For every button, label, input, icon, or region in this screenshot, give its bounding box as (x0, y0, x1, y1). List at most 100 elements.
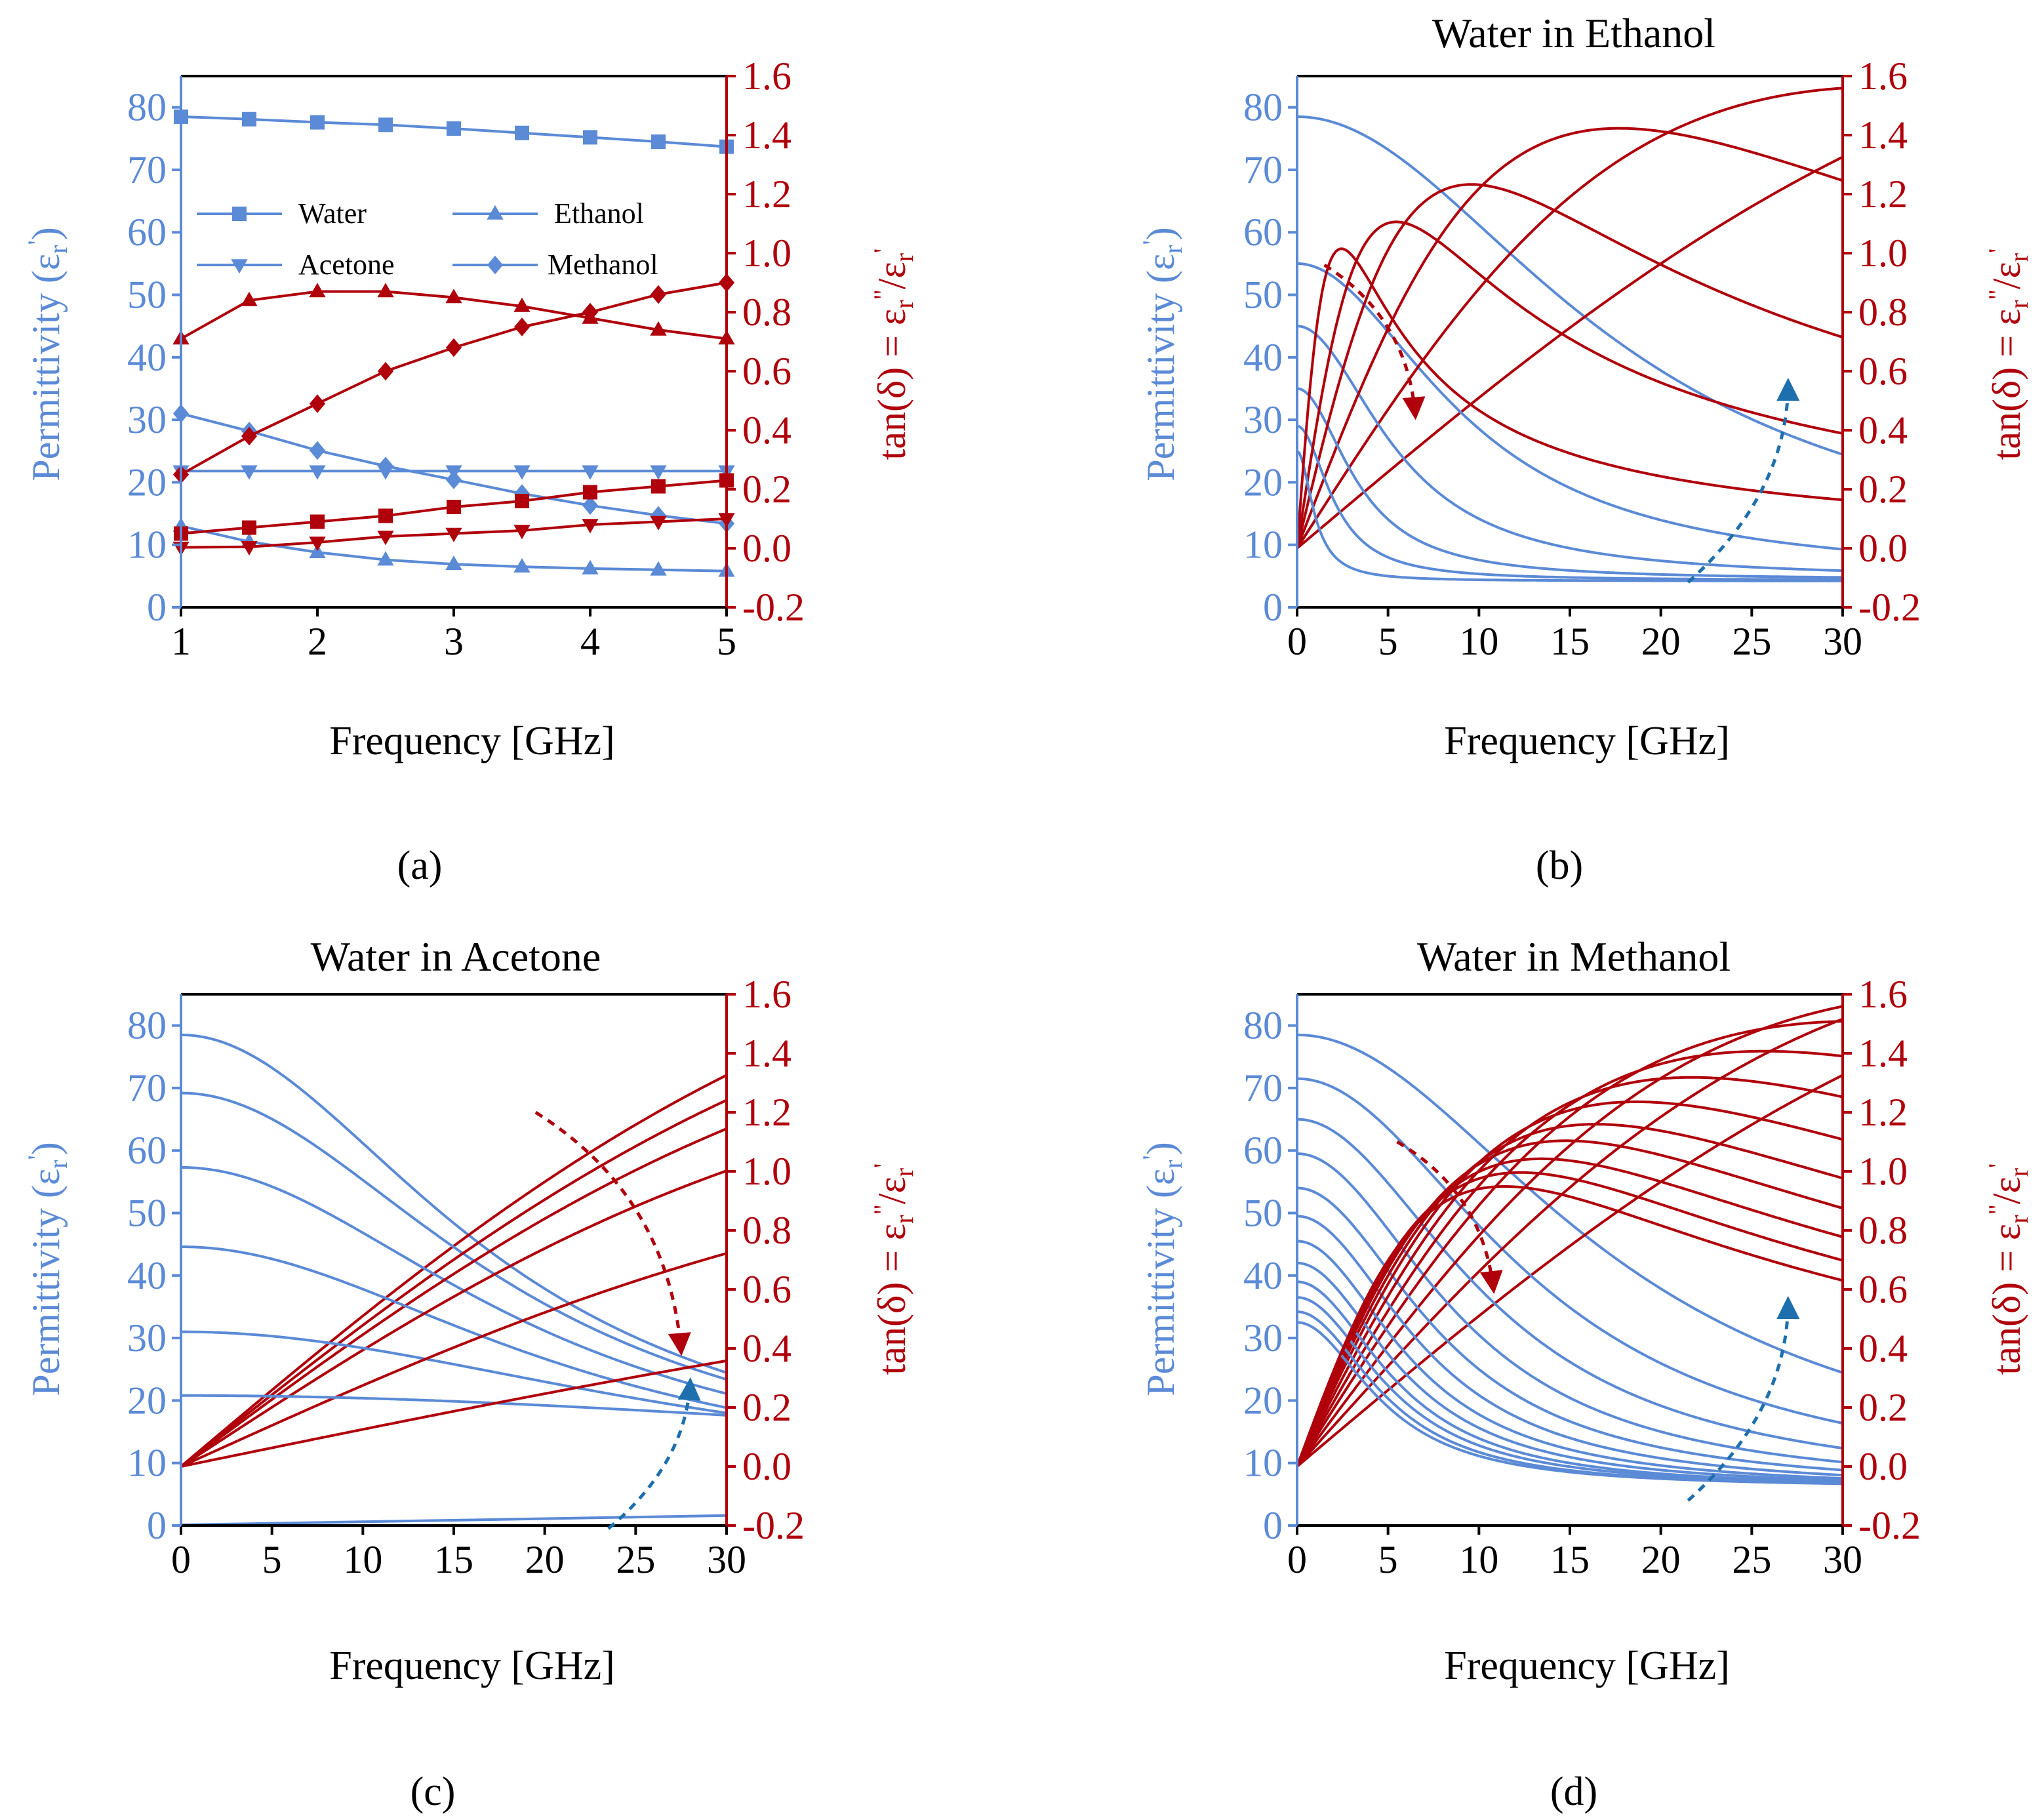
data-point-acetone-right (241, 540, 258, 556)
loss-tangent-curve-1 (180, 1074, 727, 1468)
x-tick-label: 2 (308, 620, 327, 663)
panel-b-axes: 0 5 10 15 20 25 30 0 10 20 30 40 50 60 70 80 -0.2 0.0 0.2 0… (1243, 54, 1921, 663)
y-right-tick-label: 1.2 (1858, 1091, 1908, 1134)
panel-c-ylabel-right: tan(δ) = εr"/εr' (868, 1163, 919, 1375)
y-left-tick-label: 40 (1243, 1254, 1283, 1297)
y-right-tick-label: 1.4 (1858, 113, 1908, 157)
data-point-acetone-left (241, 465, 258, 480)
loss-tangent-curve-6 (1296, 1076, 1843, 1467)
data-point-acetone-right (582, 519, 599, 534)
loss-tangent-curve-4 (1296, 1020, 1843, 1468)
data-point-water-left (447, 121, 461, 136)
permittivity-curve-2 (1296, 1077, 1843, 1425)
panel-b-ylabel-right: tan(δ) = εr"/εr' (1983, 249, 2034, 460)
data-point-water-left (515, 125, 529, 140)
y-left-tick-label: 60 (127, 211, 167, 254)
x-tick-label: 25 (1732, 620, 1771, 663)
panel-b-xlabel: Frequency [GHz] (1444, 719, 1730, 763)
y-left-tick-label: 50 (127, 273, 167, 317)
panel-b: 0 5 10 15 20 25 30 0 10 20 30 40 50 60 70 80 -0.2 0.0 0.2 0… (1137, 10, 2034, 888)
panel-b-title: Water in Ethanol (1432, 10, 1715, 56)
y-left-tick-label: 20 (127, 460, 167, 504)
permittivity-curve-3 (1296, 325, 1843, 573)
permittivity-curve-5 (181, 1330, 727, 1415)
legend-label-methanol: Methanol (548, 249, 658, 281)
data-point-water-left (310, 115, 325, 130)
y-right-tick-label: 0.0 (1858, 527, 1908, 570)
permittivity-trend-arrow (607, 1377, 701, 1530)
permittivity-curve-12 (1296, 1321, 1843, 1486)
data-point-water-right (378, 508, 393, 523)
y-left-tick-label: 70 (1243, 148, 1283, 192)
data-point-acetone-right (513, 525, 531, 540)
x-tick-label: 5 (1378, 1538, 1398, 1581)
y-right-tick-label: 0.8 (742, 1209, 792, 1252)
y-right-tick-label: 0.2 (742, 1386, 792, 1429)
panel-d-series (1296, 1005, 1843, 1486)
panel-d-ylabel-left: Permittivity (εr') (1137, 1142, 1188, 1396)
svg-text:Permittivity (εr'): Permittivity (εr') (1137, 227, 1188, 481)
y-right-tick-label: 0.2 (1858, 468, 1908, 511)
panel-b-series (1296, 87, 1843, 582)
y-right-tick-label: -0.2 (1858, 586, 1921, 629)
panel-b-ylabel-left: Permittivity (εr') (1137, 227, 1188, 481)
x-tick-label: 15 (1550, 620, 1590, 663)
panel-d-title: Water in Methanol (1417, 933, 1731, 980)
y-right-tick-label: 1.0 (1858, 1150, 1908, 1193)
loss-tangent-curve-5 (1296, 1049, 1843, 1467)
data-point-acetone-left (650, 465, 667, 480)
y-left-tick-label: 30 (127, 398, 167, 441)
data-point-water-left (242, 111, 256, 127)
panel-d-axes: 0 5 10 15 20 25 30 0 10 20 30 40 50 60 70 80 -0.2 0.0 0.2 0… (1243, 973, 1921, 1581)
x-tick-label: 0 (1287, 620, 1307, 663)
svg-text:Permittivity (εr'): Permittivity (εr') (22, 1142, 73, 1396)
panel-d: 0 5 10 15 20 25 30 0 10 20 30 40 50 60 70 80 -0.2 0.0 0.2 0… (1137, 933, 2034, 1814)
y-left-tick-label: 60 (1243, 1129, 1283, 1172)
x-tick-label: 30 (1823, 620, 1862, 663)
y-right-tick-label: 0.0 (742, 1445, 792, 1488)
panel-b-caption: (b) (1536, 843, 1583, 888)
y-left-tick-label: 20 (1243, 1379, 1283, 1422)
y-left-tick-label: 20 (1243, 460, 1283, 504)
loss-tangent-curve-2 (180, 1099, 727, 1468)
data-point-methanol-left (582, 496, 599, 515)
y-left-tick-label: 70 (127, 1066, 167, 1110)
data-point-water-right (515, 494, 529, 508)
x-tick-label: 20 (525, 1538, 565, 1581)
y-right-tick-label: 1.6 (742, 54, 792, 98)
svg-text:Permittivity (εr'): Permittivity (εr') (22, 227, 73, 481)
loss-tangent-curve-1 (1296, 155, 1843, 550)
baseline-curve (180, 1514, 727, 1526)
y-right-tick-label: 1.6 (1858, 973, 1908, 1016)
permittivity-trend-arrow (1687, 377, 1800, 584)
legend-marker (232, 207, 247, 221)
panel-d-ylabel-right: tan(δ) = εr"/εr' (1983, 1163, 2034, 1375)
panel-c-arrows (534, 1110, 701, 1530)
x-tick-label: 20 (1641, 620, 1681, 663)
loss-tangent-curve-10 (1296, 1157, 1843, 1467)
legend-marker (231, 259, 248, 274)
permittivity-trend-arrow (1687, 1295, 1800, 1502)
data-point-water-right (651, 479, 666, 494)
series-line-methanol-right (180, 281, 727, 476)
data-point-acetone-right (650, 516, 667, 531)
loss-tangent-curve-7 (1296, 1100, 1843, 1467)
y-left-tick-label: 80 (127, 1004, 167, 1047)
y-left-tick-label: 20 (127, 1379, 167, 1422)
y-right-tick-label: 0.4 (742, 409, 792, 452)
y-right-tick-label: 1.4 (742, 1032, 792, 1075)
data-point-water-left (378, 117, 393, 132)
loss-tangent-curve-5 (1296, 220, 1843, 549)
y-left-tick-label: 60 (1243, 211, 1283, 254)
x-tick-label: 5 (1378, 620, 1398, 663)
panel-a-axes: 1 2 3 4 501020304050607080-0.20.00.20.40.60.… (127, 54, 805, 663)
y-right-tick-label: 0.6 (742, 1268, 792, 1311)
y-left-tick-label: 0 (147, 586, 167, 629)
data-point-methanol-right (377, 361, 394, 381)
y-left-tick-label: 40 (127, 1254, 167, 1297)
panel-c: 0 5 10 15 20 25 30 0 10 20 30 40 50 60 70 80 -0.2 0.0 0.2 0… (22, 933, 919, 1814)
y-left-tick-label: 10 (127, 523, 167, 567)
y-left-tick-label: 50 (127, 1192, 167, 1235)
legend-label-ethanol: Ethanol (554, 197, 644, 230)
